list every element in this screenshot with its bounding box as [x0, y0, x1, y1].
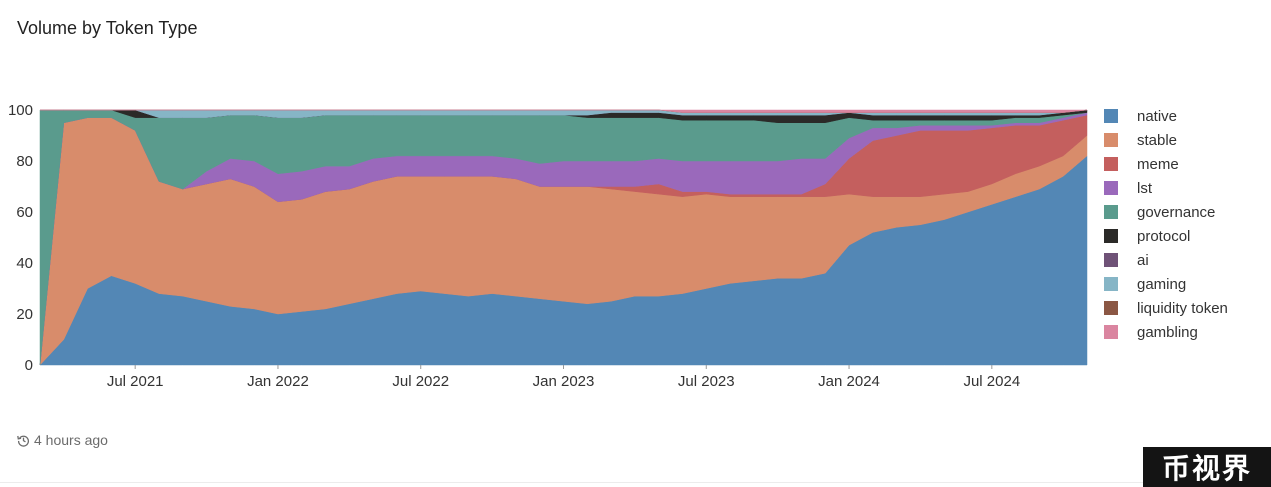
chart-legend: native stable meme lst governance protocol ai g… [1104, 104, 1264, 344]
y-tick-label: 80 [16, 153, 33, 170]
x-axis: Jul 2021 Jan 2022 Jul 2022 Jan 2023 Jul 2023… [107, 365, 1020, 390]
y-tick-label: 20 [16, 306, 33, 323]
legend-swatch [1104, 325, 1118, 339]
x-tick-label: Jan 2024 [818, 373, 880, 390]
chart-areas [39, 109, 1088, 366]
y-tick-label: 40 [16, 255, 33, 272]
y-tick-label: 0 [25, 357, 33, 374]
chart-title: Volume by Token Type [17, 18, 198, 38]
legend-item-native[interactable]: native [1104, 104, 1264, 128]
legend-item-lst[interactable]: lst [1104, 176, 1264, 200]
legend-swatch [1104, 157, 1118, 171]
legend-swatch [1104, 133, 1118, 147]
legend-swatch [1104, 205, 1118, 219]
legend-swatch [1104, 277, 1118, 291]
legend-item-gaming[interactable]: gaming [1104, 272, 1264, 296]
legend-label: protocol [1137, 227, 1191, 245]
legend-label: native [1137, 107, 1178, 125]
legend-item-liquidity-token[interactable]: liquidity token [1104, 296, 1264, 320]
x-tick-label: Jul 2021 [107, 373, 164, 390]
y-tick-label: 60 [16, 204, 33, 221]
card-divider [0, 482, 1271, 483]
legend-item-stable[interactable]: stable [1104, 128, 1264, 152]
legend-item-protocol[interactable]: protocol [1104, 224, 1264, 248]
legend-item-governance[interactable]: governance [1104, 200, 1264, 224]
x-tick-label: Jul 2022 [392, 373, 449, 390]
legend-label: stable [1137, 131, 1178, 149]
legend-item-ai[interactable]: ai [1104, 248, 1264, 272]
legend-swatch [1104, 229, 1118, 243]
x-tick-label: Jan 2022 [247, 373, 309, 390]
x-tick-label: Jul 2023 [678, 373, 735, 390]
legend-swatch [1104, 301, 1118, 315]
last-updated: 4 hours ago [17, 432, 108, 448]
legend-label: ai [1137, 251, 1149, 269]
legend-item-meme[interactable]: meme [1104, 152, 1264, 176]
x-tick-label: Jan 2023 [533, 373, 595, 390]
legend-item-gambling[interactable]: gambling [1104, 320, 1264, 344]
area-series-gambling [40, 109, 1088, 113]
legend-label: governance [1137, 203, 1216, 221]
legend-label: meme [1137, 155, 1179, 173]
x-tick-label: Jul 2024 [963, 373, 1020, 390]
legend-label: lst [1137, 179, 1152, 197]
last-updated-text: 4 hours ago [34, 432, 108, 448]
history-icon [17, 435, 30, 447]
legend-swatch [1104, 109, 1118, 123]
stacked-area-chart: 0 20 40 60 80 100 Jul 2021 Jan 2022 Jul 2022 Jan … [8, 102, 1088, 390]
watermark-text: 币视界 [1161, 452, 1252, 485]
legend-label: gambling [1137, 323, 1198, 341]
legend-label: liquidity token [1137, 299, 1228, 317]
legend-swatch [1104, 181, 1118, 195]
watermark-logo: 币视界 [1143, 447, 1271, 487]
y-tick-label: 100 [8, 102, 33, 119]
y-axis: 0 20 40 60 80 100 [8, 102, 33, 374]
legend-label: gaming [1137, 275, 1187, 293]
legend-swatch [1104, 253, 1118, 267]
